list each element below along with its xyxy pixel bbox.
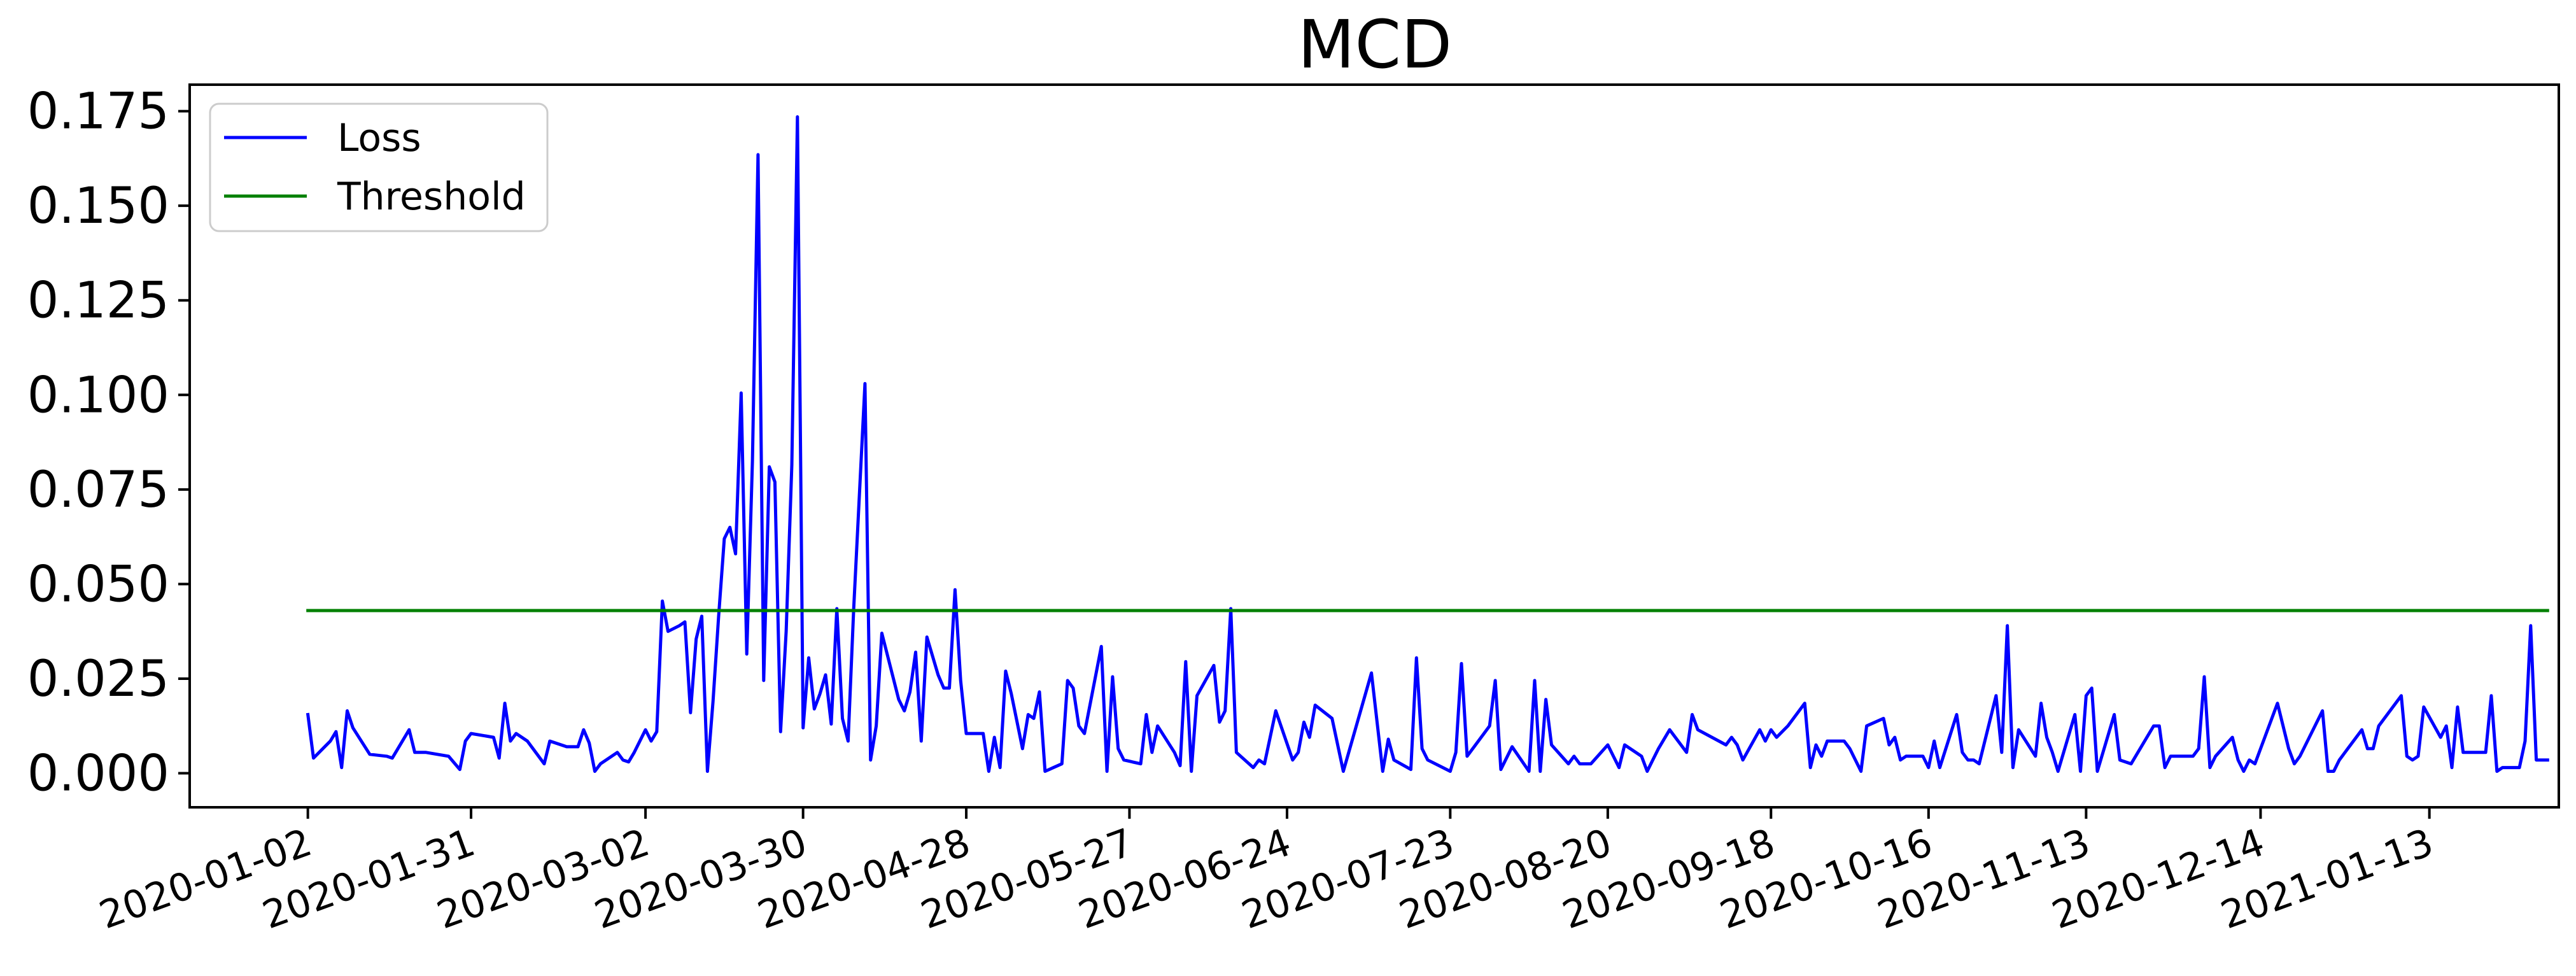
- chart-title: MCD: [1298, 6, 1452, 83]
- legend-label-loss: Loss: [337, 116, 421, 160]
- legend-label-threshold: Threshold: [337, 174, 526, 219]
- axes-frame: [188, 83, 2560, 809]
- y-tick-label: 0.075: [27, 462, 169, 519]
- plot-area: [306, 115, 2549, 773]
- series-line-loss: [306, 115, 2549, 773]
- legend: Loss Threshold: [209, 103, 549, 232]
- legend-box: [209, 103, 549, 232]
- y-tick-label: 0.050: [27, 556, 169, 613]
- y-tick-label: 0.125: [27, 272, 169, 330]
- y-axis: 0.000 0.025 0.050 0.075 0.100 0.125 0.150 0.175: [27, 83, 190, 803]
- y-tick-label: 0.100: [27, 367, 169, 424]
- y-tick-label: 0.150: [27, 178, 169, 235]
- y-tick-label: 0.000: [27, 746, 169, 803]
- x-axis: 2020-01-022020-01-312020-03-022020-03-30…: [94, 807, 2439, 938]
- y-tick-label: 0.175: [27, 83, 169, 141]
- y-tick-label: 0.025: [27, 651, 169, 708]
